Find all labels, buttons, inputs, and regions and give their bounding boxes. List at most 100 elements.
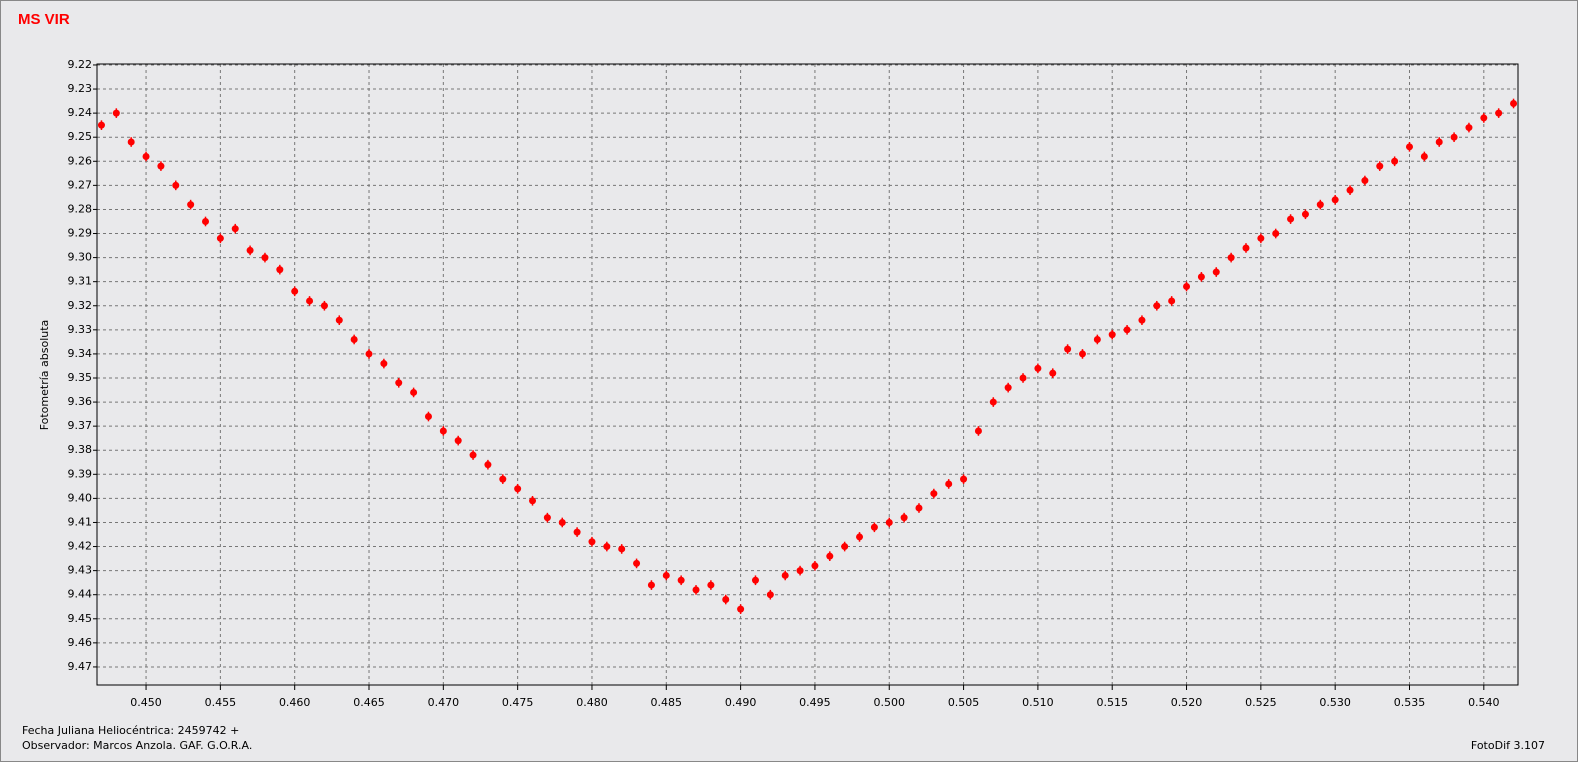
y-tick-label: 9.33 [68,323,93,336]
data-point [1301,210,1309,218]
data-point [989,398,997,406]
data-point [350,335,358,343]
data-point [1108,331,1116,339]
x-tick-label: 0.485 [651,696,683,709]
data-point [1004,384,1012,392]
data-point [1405,143,1413,151]
data-point [499,475,507,483]
data-point [543,514,551,522]
data-point [1049,369,1057,377]
data-point [633,559,641,567]
x-tick-label: 0.520 [1171,696,1203,709]
chart-title: MS VIR [18,11,70,28]
x-tick-label: 0.495 [799,696,831,709]
data-point [1316,201,1324,209]
data-point [320,302,328,310]
data-point [1465,124,1473,132]
y-tick-label: 9.46 [68,636,93,649]
data-point [1391,157,1399,165]
x-tick-label: 0.540 [1468,696,1500,709]
data-point [1510,99,1518,107]
data-point [112,109,120,117]
y-tick-label: 9.30 [68,251,93,264]
data-point [722,596,730,604]
data-point [365,350,373,358]
data-point [945,480,953,488]
data-point [1227,254,1235,262]
data-point [469,451,477,459]
x-tick-label: 0.450 [130,696,162,709]
data-point [529,497,537,505]
data-point [172,181,180,189]
data-point [974,427,982,435]
x-tick-label: 0.530 [1319,696,1351,709]
data-point [1480,114,1488,122]
data-point [1495,109,1503,117]
data-point [781,571,789,579]
y-tick-label: 9.40 [68,491,93,504]
footer-observer: Observador: Marcos Anzola. GAF. G.O.R.A. [22,739,252,752]
data-point [751,576,759,584]
data-point [1361,177,1369,185]
data-point [826,552,834,560]
x-tick-label: 0.455 [205,696,237,709]
data-point [766,591,774,599]
data-point [187,201,195,209]
data-point [216,234,224,242]
data-point [306,297,314,305]
data-point [157,162,165,170]
data-point [588,538,596,546]
x-tick-label: 0.525 [1245,696,1277,709]
data-point [870,523,878,531]
data-point [1435,138,1443,146]
data-point [97,121,105,129]
y-tick-label: 9.32 [68,299,93,312]
x-tick-label: 0.500 [874,696,906,709]
plot-border [96,63,1519,686]
data-point [1093,335,1101,343]
data-point [558,518,566,526]
x-tick-label: 0.505 [948,696,980,709]
y-tick-label: 9.27 [68,178,93,191]
data-point [692,586,700,594]
data-point [856,533,864,541]
x-tick-label: 0.480 [576,696,608,709]
x-tick-label: 0.470 [428,696,460,709]
data-point [380,360,388,368]
data-point [930,490,938,498]
y-tick-label: 9.43 [68,564,93,577]
y-tick-label: 9.37 [68,419,93,432]
data-point [885,518,893,526]
data-point [1138,316,1146,324]
x-tick-label: 0.475 [502,696,534,709]
data-point [246,246,254,254]
data-point [1212,268,1220,276]
data-point [796,567,804,575]
y-tick-label: 9.31 [68,275,93,288]
data-point [647,581,655,589]
data-point [662,571,670,579]
data-point [439,427,447,435]
data-point [1331,196,1339,204]
software-label: FotoDif 3.107 [1471,739,1545,752]
data-point [737,605,745,613]
data-point [1420,152,1428,160]
y-tick-label: 9.22 [68,58,93,71]
data-point [231,225,239,233]
x-tick-label: 0.535 [1394,696,1426,709]
data-point [395,379,403,387]
data-point [335,316,343,324]
data-point [915,504,923,512]
data-point [1183,282,1191,290]
data-point [1242,244,1250,252]
data-point [707,581,715,589]
x-tick-label: 0.490 [725,696,757,709]
data-point [1272,230,1280,238]
data-point [811,562,819,570]
data-point [261,254,269,262]
x-tick-label: 0.465 [353,696,385,709]
data-point [841,543,849,551]
plot-area: 9.22 9.23 9.24 9.25 9.26 9.27 9.28 9.29 9.30 9.31… [68,58,1519,709]
